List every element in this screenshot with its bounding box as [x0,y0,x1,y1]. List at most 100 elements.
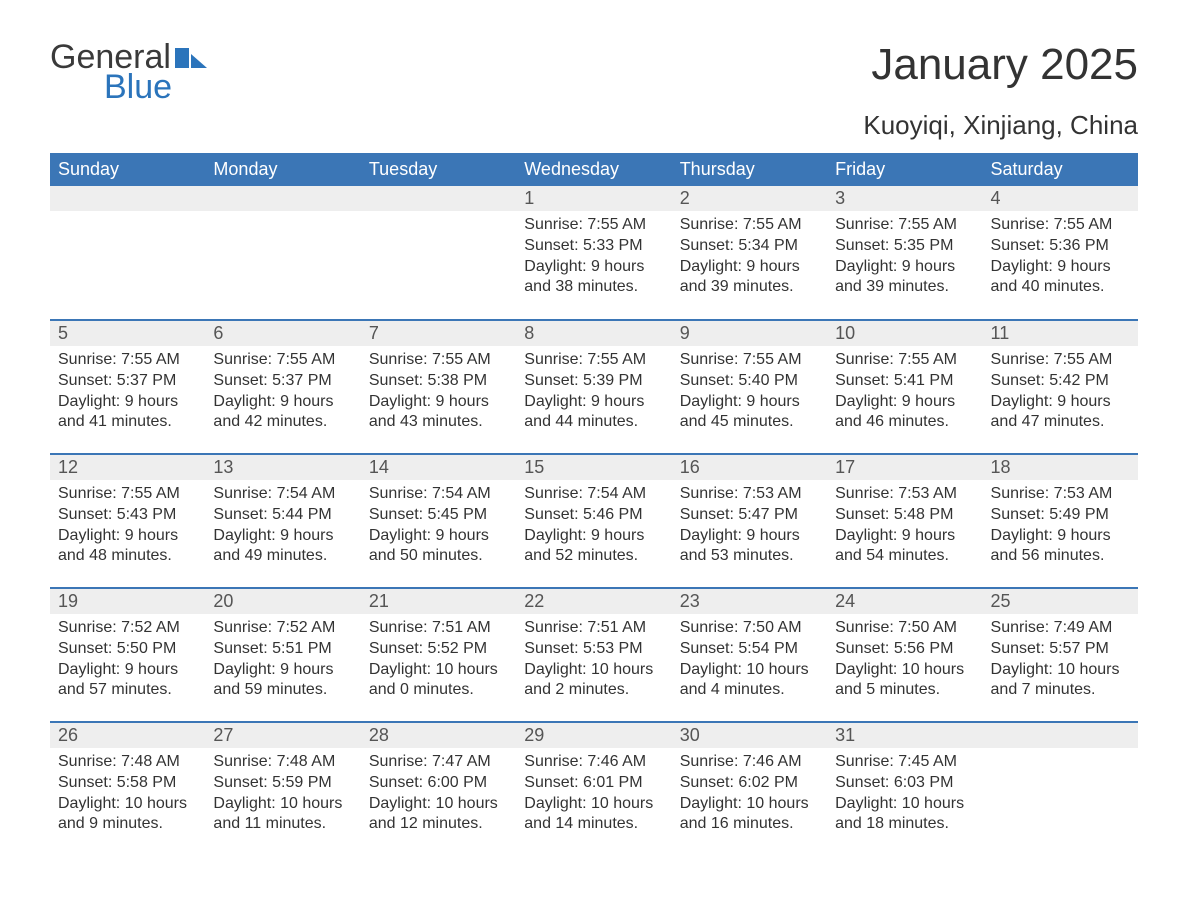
logo-text-blue: Blue [104,70,209,104]
calendar-cell [205,186,360,320]
calendar-cell: 31Sunrise: 7:45 AMSunset: 6:03 PMDayligh… [827,722,982,856]
sunrise-text: Sunrise: 7:55 AM [58,350,197,371]
daylight-text: Daylight: 10 hours and 12 minutes. [369,794,508,836]
day-body [983,748,1138,760]
day-number: 8 [516,321,671,346]
day-body [361,211,516,223]
col-friday: Friday [827,153,982,186]
daylight-text: Daylight: 9 hours and 39 minutes. [835,257,974,299]
calendar-cell: 28Sunrise: 7:47 AMSunset: 6:00 PMDayligh… [361,722,516,856]
day-body: Sunrise: 7:48 AMSunset: 5:58 PMDaylight:… [50,748,205,843]
col-thursday: Thursday [672,153,827,186]
calendar-cell: 21Sunrise: 7:51 AMSunset: 5:52 PMDayligh… [361,588,516,722]
logo: General Blue [50,40,209,104]
day-body: Sunrise: 7:54 AMSunset: 5:46 PMDaylight:… [516,480,671,575]
day-number: 6 [205,321,360,346]
calendar-cell: 10Sunrise: 7:55 AMSunset: 5:41 PMDayligh… [827,320,982,454]
calendar-header-row: Sunday Monday Tuesday Wednesday Thursday… [50,153,1138,186]
calendar-cell: 24Sunrise: 7:50 AMSunset: 5:56 PMDayligh… [827,588,982,722]
location: Kuoyiqi, Xinjiang, China [50,110,1138,141]
calendar-cell: 30Sunrise: 7:46 AMSunset: 6:02 PMDayligh… [672,722,827,856]
day-body: Sunrise: 7:55 AMSunset: 5:36 PMDaylight:… [983,211,1138,306]
day-body: Sunrise: 7:46 AMSunset: 6:02 PMDaylight:… [672,748,827,843]
daylight-text: Daylight: 9 hours and 39 minutes. [680,257,819,299]
daylight-text: Daylight: 10 hours and 5 minutes. [835,660,974,702]
calendar-cell: 2Sunrise: 7:55 AMSunset: 5:34 PMDaylight… [672,186,827,320]
day-number: 16 [672,455,827,480]
daylight-text: Daylight: 9 hours and 59 minutes. [213,660,352,702]
sunset-text: Sunset: 5:52 PM [369,639,508,660]
day-body: Sunrise: 7:50 AMSunset: 5:56 PMDaylight:… [827,614,982,709]
day-body: Sunrise: 7:52 AMSunset: 5:50 PMDaylight:… [50,614,205,709]
calendar-week: 1Sunrise: 7:55 AMSunset: 5:33 PMDaylight… [50,186,1138,320]
col-tuesday: Tuesday [361,153,516,186]
sunset-text: Sunset: 5:40 PM [680,371,819,392]
calendar-cell: 9Sunrise: 7:55 AMSunset: 5:40 PMDaylight… [672,320,827,454]
sunrise-text: Sunrise: 7:47 AM [369,752,508,773]
calendar-cell: 11Sunrise: 7:55 AMSunset: 5:42 PMDayligh… [983,320,1138,454]
day-body: Sunrise: 7:46 AMSunset: 6:01 PMDaylight:… [516,748,671,843]
day-number: 3 [827,186,982,211]
daylight-text: Daylight: 9 hours and 45 minutes. [680,392,819,434]
sunset-text: Sunset: 5:54 PM [680,639,819,660]
day-number: 1 [516,186,671,211]
sunset-text: Sunset: 5:34 PM [680,236,819,257]
daylight-text: Daylight: 9 hours and 57 minutes. [58,660,197,702]
daylight-text: Daylight: 9 hours and 53 minutes. [680,526,819,568]
calendar-cell [50,186,205,320]
daylight-text: Daylight: 9 hours and 47 minutes. [991,392,1130,434]
daylight-text: Daylight: 9 hours and 48 minutes. [58,526,197,568]
day-number: 29 [516,723,671,748]
sunset-text: Sunset: 5:39 PM [524,371,663,392]
day-body [50,211,205,223]
daylight-text: Daylight: 9 hours and 42 minutes. [213,392,352,434]
sunset-text: Sunset: 5:37 PM [58,371,197,392]
sunrise-text: Sunrise: 7:55 AM [835,215,974,236]
day-body: Sunrise: 7:55 AMSunset: 5:40 PMDaylight:… [672,346,827,441]
day-body: Sunrise: 7:45 AMSunset: 6:03 PMDaylight:… [827,748,982,843]
daylight-text: Daylight: 10 hours and 0 minutes. [369,660,508,702]
day-body: Sunrise: 7:51 AMSunset: 5:52 PMDaylight:… [361,614,516,709]
col-wednesday: Wednesday [516,153,671,186]
day-number: 30 [672,723,827,748]
calendar-cell: 18Sunrise: 7:53 AMSunset: 5:49 PMDayligh… [983,454,1138,588]
day-body: Sunrise: 7:53 AMSunset: 5:47 PMDaylight:… [672,480,827,575]
calendar-cell: 26Sunrise: 7:48 AMSunset: 5:58 PMDayligh… [50,722,205,856]
sunrise-text: Sunrise: 7:52 AM [213,618,352,639]
day-number: 22 [516,589,671,614]
calendar-cell: 4Sunrise: 7:55 AMSunset: 5:36 PMDaylight… [983,186,1138,320]
calendar-cell: 25Sunrise: 7:49 AMSunset: 5:57 PMDayligh… [983,588,1138,722]
day-number: 10 [827,321,982,346]
sunset-text: Sunset: 5:48 PM [835,505,974,526]
daylight-text: Daylight: 9 hours and 46 minutes. [835,392,974,434]
sunrise-text: Sunrise: 7:50 AM [835,618,974,639]
daylight-text: Daylight: 9 hours and 44 minutes. [524,392,663,434]
sunset-text: Sunset: 5:46 PM [524,505,663,526]
day-number [983,723,1138,748]
sunset-text: Sunset: 6:00 PM [369,773,508,794]
day-body: Sunrise: 7:55 AMSunset: 5:33 PMDaylight:… [516,211,671,306]
day-number: 11 [983,321,1138,346]
calendar-cell: 13Sunrise: 7:54 AMSunset: 5:44 PMDayligh… [205,454,360,588]
sunset-text: Sunset: 6:01 PM [524,773,663,794]
sunrise-text: Sunrise: 7:54 AM [524,484,663,505]
sunrise-text: Sunrise: 7:53 AM [991,484,1130,505]
sunset-text: Sunset: 5:33 PM [524,236,663,257]
calendar-cell: 16Sunrise: 7:53 AMSunset: 5:47 PMDayligh… [672,454,827,588]
sunset-text: Sunset: 5:43 PM [58,505,197,526]
sunrise-text: Sunrise: 7:52 AM [58,618,197,639]
daylight-text: Daylight: 10 hours and 14 minutes. [524,794,663,836]
day-body: Sunrise: 7:47 AMSunset: 6:00 PMDaylight:… [361,748,516,843]
sunset-text: Sunset: 5:58 PM [58,773,197,794]
sunrise-text: Sunrise: 7:48 AM [213,752,352,773]
sunrise-text: Sunrise: 7:51 AM [369,618,508,639]
calendar-cell: 23Sunrise: 7:50 AMSunset: 5:54 PMDayligh… [672,588,827,722]
calendar-cell: 3Sunrise: 7:55 AMSunset: 5:35 PMDaylight… [827,186,982,320]
day-number: 18 [983,455,1138,480]
day-body: Sunrise: 7:53 AMSunset: 5:48 PMDaylight:… [827,480,982,575]
day-number: 4 [983,186,1138,211]
calendar-body: 1Sunrise: 7:55 AMSunset: 5:33 PMDaylight… [50,186,1138,856]
sunrise-text: Sunrise: 7:49 AM [991,618,1130,639]
sunset-text: Sunset: 5:49 PM [991,505,1130,526]
sunset-text: Sunset: 5:59 PM [213,773,352,794]
